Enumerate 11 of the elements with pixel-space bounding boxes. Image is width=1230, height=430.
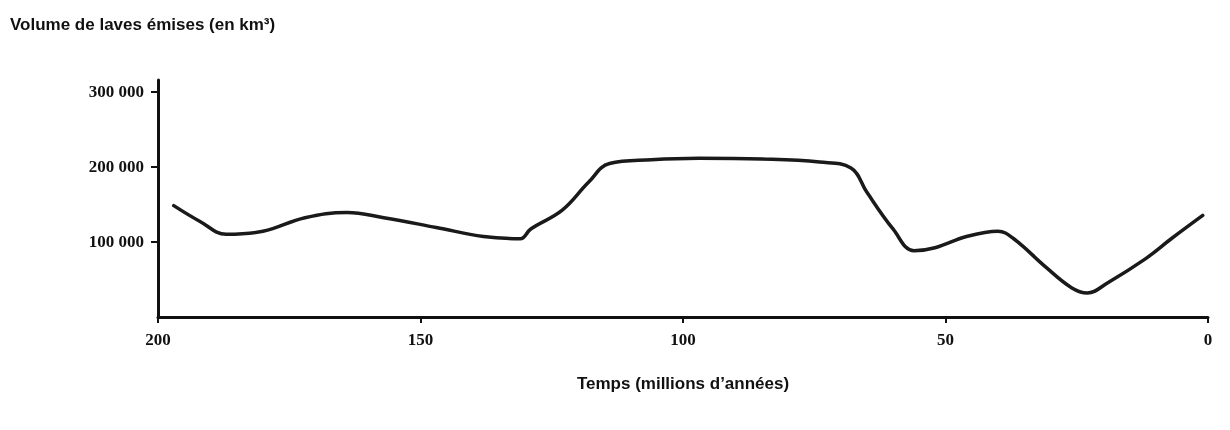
y-axis-title: Volume de laves émises (en km³) <box>10 15 276 34</box>
line-series <box>172 156 1205 295</box>
x-tick-label: 150 <box>407 330 434 349</box>
y-tick-label: 300 000 <box>88 81 144 101</box>
x-tick-label: 0 <box>1203 330 1213 349</box>
y-tick-label: 100 000 <box>88 232 144 252</box>
x-tick-label: 50 <box>937 330 954 349</box>
x-tick-label: 100 <box>670 330 696 349</box>
y-tick-label: 200 000 <box>88 157 144 177</box>
x-tick-label: 200 <box>145 330 171 349</box>
x-axis-title: Temps (millions d’années) <box>576 374 790 393</box>
